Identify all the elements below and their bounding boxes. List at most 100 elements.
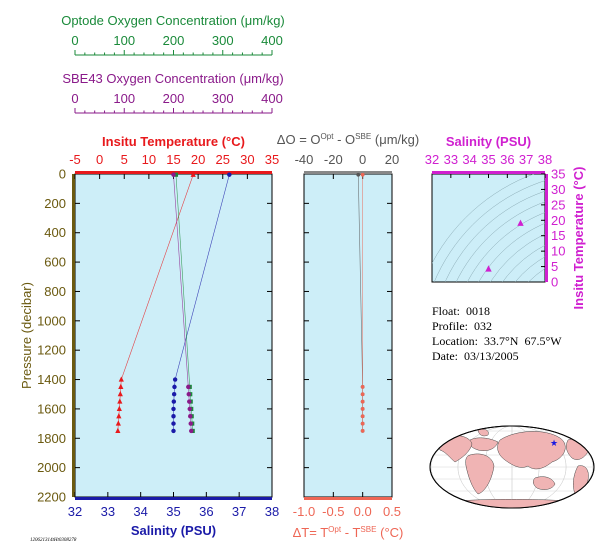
optode-tick-label: 100 (113, 33, 135, 48)
ts-diagram-panel: 32 33 34 35 36 37 38 Salinity (PSU) 051015202530… (425, 134, 607, 392)
ts-salinity-tick-label: 32 (425, 152, 439, 167)
delta-o-axis-bar (304, 171, 392, 174)
isopycnal-line (560, 312, 607, 392)
temperature-tick-label: 20 (191, 152, 205, 167)
pressure-axis-title: Pressure (decibar) (19, 282, 34, 389)
pressure-tick-label: 600 (44, 255, 66, 270)
salinity-point (172, 377, 178, 382)
sbe43-tick-label: 400 (261, 91, 283, 106)
delta-t-axis-bar (304, 497, 392, 500)
salinity-tick-label: 36 (199, 504, 213, 519)
salinity-point (171, 414, 176, 419)
temperature-tick-label: 25 (216, 152, 230, 167)
delta-o-axis-title-part: Opt (321, 132, 335, 141)
optode-tick-label: 200 (163, 33, 185, 48)
delta-t-axis-title-part: SBE (360, 525, 377, 534)
salinity-axis-title: Salinity (PSU) (131, 523, 216, 538)
ts-temperature-tick-label: 20 (551, 213, 565, 228)
ts-plot-area (431, 173, 546, 283)
salinity-tick-label: 37 (232, 504, 246, 519)
float-id: Float: 0018 (432, 304, 491, 318)
temperature-tick-label: 30 (240, 152, 254, 167)
ts-point (485, 265, 492, 272)
delta-o-tick-label: -20 (324, 152, 343, 167)
delta_t-point (360, 385, 365, 389)
pressure-tick-label: 2200 (37, 490, 66, 505)
sbe43-point (187, 399, 192, 404)
pressure-tick-label: 800 (44, 284, 66, 299)
ts-salinity-axis-bar (432, 171, 545, 174)
salinity-axis-bar (75, 497, 272, 500)
delta_o-point (356, 172, 361, 177)
delta-o-tick-label: 20 (385, 152, 399, 167)
ts-salinity-axis-title: Salinity (PSU) (446, 134, 531, 149)
temperature-tick-label: -5 (69, 152, 81, 167)
pressure-tick-label: 1800 (37, 431, 66, 446)
temperature-point (115, 420, 121, 426)
delta-t-axis-title-part: - T (341, 525, 360, 540)
temperature-tick-label: 10 (142, 152, 156, 167)
salinity-point (172, 384, 177, 390)
sbe43-tick-label: 200 (163, 91, 185, 106)
delta-t-axis-title-part: Opt (328, 525, 342, 534)
sbe43-point (186, 392, 191, 397)
temperature-tick-label: 5 (121, 152, 128, 167)
delta-t-axis-title-part: (°C) (377, 525, 404, 540)
temperature-tick-label: 15 (166, 152, 180, 167)
pressure-tick-label: 1600 (37, 401, 66, 416)
pressure-tick-label: 2000 (37, 460, 66, 475)
map-meridian (430, 426, 594, 508)
sbe43-point (171, 172, 176, 177)
ts-point (517, 219, 524, 226)
salinity-tick-label: 35 (166, 504, 180, 519)
pressure-tick-label: 0 (59, 167, 66, 182)
pressure-tick-label: 1200 (37, 343, 66, 358)
delta-t-tick-label: 0.0 (354, 504, 372, 519)
main-profile-panel: 0200400600800100012001400160018002000220… (19, 134, 279, 538)
difference-plot-area (303, 173, 393, 498)
ts-temperature-tick-label: 15 (551, 228, 565, 243)
delta_t-point (360, 414, 365, 419)
date: Date: 03/13/2005 (432, 349, 519, 363)
salinity-tick-label: 32 (68, 504, 82, 519)
delta-t-axis-title: ΔT= TOpt - TSBE (°C) (293, 525, 404, 540)
continent-greenland (477, 428, 489, 437)
sbe43-point (188, 414, 193, 419)
ts-salinity-tick-label: 37 (519, 152, 533, 167)
delta-o-tick-label: -40 (295, 152, 314, 167)
ts-temperature-tick-label: 25 (551, 197, 565, 212)
temperature-axis-title: Insitu Temperature (°C) (102, 134, 245, 149)
continent-australia (533, 476, 556, 490)
delta_t-point (360, 421, 365, 426)
temperature-point (118, 376, 124, 382)
sbe43-point (186, 384, 191, 390)
temperature-tick-label: 0 (96, 152, 103, 167)
delta-t-tick-label: 0.5 (383, 504, 401, 519)
delta_t-point (360, 429, 365, 433)
delta-o-axis-title-part: (μm/kg) (371, 132, 419, 147)
salinity-tick-label: 34 (133, 504, 147, 519)
salinity-point (171, 392, 177, 397)
world-map: ★ (429, 425, 595, 509)
sbe43-point (188, 421, 193, 426)
continent-asia (497, 431, 566, 470)
pressure-axis-bar (72, 174, 75, 497)
ts-temperature-tick-label: 5 (551, 259, 558, 274)
delta_t-point (360, 407, 365, 411)
sbe43-tick-label: 300 (212, 91, 234, 106)
ts-salinity-tick-label: 38 (538, 152, 552, 167)
optode-tick-label: 400 (261, 33, 283, 48)
ts-temperature-tick-label: 0 (551, 275, 558, 290)
map-meridian (457, 426, 567, 508)
sbe43-tick-label: 100 (113, 91, 135, 106)
pressure-tick-label: 400 (44, 225, 66, 240)
pressure-tick-label: 1000 (37, 313, 66, 328)
continent-africa (465, 453, 495, 495)
ts-temperature-tick-label: 10 (551, 244, 565, 259)
sbe43-tick-label: 0 (71, 91, 78, 106)
map-border (429, 425, 595, 509)
salinity-point (171, 421, 176, 426)
optode-axis-title: Optode Oxygen Concentration (μm/kg) (61, 13, 285, 28)
